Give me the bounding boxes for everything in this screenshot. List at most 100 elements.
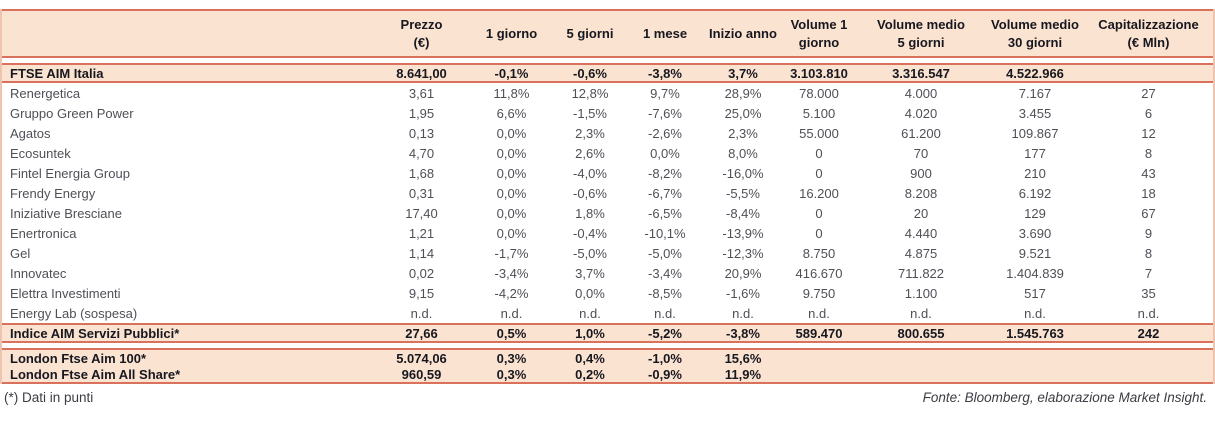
- row-name: Energy Lab (sospesa): [10, 305, 138, 321]
- row-cell-volume-medio-5-giorni: 800.655: [897, 325, 945, 341]
- row-cell-prezzo: 3,61: [408, 85, 435, 101]
- row-cell-volume-medio-30-giorni: 517: [1024, 285, 1046, 301]
- row-cell-volume-1-giorno: 8.750: [802, 245, 836, 261]
- row-cell-volume-medio-5-giorni: 70: [913, 145, 929, 161]
- row-cell-prezzo: 960,59: [401, 366, 442, 382]
- row-cell-volume-1-giorno: 9.750: [802, 285, 836, 301]
- row-cell-1-giorno: -1,7%: [494, 245, 529, 261]
- row-cell-5-giorni: 12,8%: [571, 85, 609, 101]
- row-cell-5-giorni: -0,6%: [573, 65, 607, 81]
- column-header-5-giorni: 5 giorni: [566, 25, 614, 41]
- row-cell-5-giorni: 0,4%: [575, 350, 605, 366]
- row-name: London Ftse Aim 100*: [10, 350, 147, 366]
- row-cell-volume-medio-5-giorni: 711.822: [897, 265, 945, 281]
- row-cell-1-giorno: 6,6%: [496, 105, 527, 121]
- section-stocks: Renergetica 3,61 11,8% 12,8% 9,7% 28,9% …: [2, 83, 1213, 323]
- row-cell-5-giorni: 2,3%: [575, 125, 605, 141]
- row-cell-inizio-anno: 15,6%: [724, 350, 762, 366]
- row-cell-volume-1-giorno: 3.103.810: [790, 65, 848, 81]
- row-cell-1-mese: -3,8%: [648, 65, 682, 81]
- row-name: Innovatec: [10, 265, 67, 281]
- financial-table: Prezzo (€) 1 giorno 5 giorni 1 mese Iniz…: [0, 9, 1215, 384]
- table-footer: (*) Dati in punti Fonte: Bloomberg, elab…: [0, 384, 1215, 405]
- row-cell-volume-1-giorno: 589.470: [795, 325, 843, 341]
- table-row: Enertronica 1,21 0,0% -0,4% -10,1% -13,9…: [2, 223, 1213, 243]
- row-cell-inizio-anno: 28,9%: [724, 85, 762, 101]
- table-row: Elettra Investimenti 9,15 -4,2% 0,0% -8,…: [2, 283, 1213, 303]
- row-cell-1-giorno: -4,2%: [494, 285, 529, 301]
- row-cell-volume-medio-30-giorni: 6.192: [1018, 185, 1052, 201]
- row-name: Frendy Energy: [10, 185, 96, 201]
- row-cell-volume-medio-30-giorni: 177: [1024, 145, 1046, 161]
- row-cell-1-mese: -5,2%: [648, 325, 682, 341]
- column-header-1-giorno: 1 giorno: [485, 25, 538, 41]
- row-cell-1-giorno: -0,1%: [494, 65, 529, 81]
- row-cell-1-giorno: 0,3%: [496, 350, 527, 366]
- row-cell-prezzo: 5.074,06: [396, 350, 447, 366]
- row-cell-volume-1-giorno: 16.200: [799, 185, 839, 201]
- section-indice-aim-servizi-pubblici: Indice AIM Servizi Pubblici* 27,66 0,5% …: [2, 323, 1213, 343]
- row-cell-5-giorni: -5,0%: [573, 245, 607, 261]
- row-cell-volume-medio-5-giorni: 4.440: [904, 225, 938, 241]
- row-cell-5-giorni: 0,2%: [575, 366, 605, 382]
- row-cell-1-giorno: 0,0%: [496, 165, 527, 181]
- row-name: Gruppo Green Power: [10, 105, 134, 121]
- row-cell-inizio-anno: -13,9%: [722, 225, 764, 241]
- section-gap: [2, 58, 1213, 63]
- row-cell-1-mese: -8,2%: [648, 165, 682, 181]
- column-header-inizio-anno: Inizio anno: [709, 25, 777, 41]
- row-cell-volume-1-giorno: 78.000: [799, 85, 839, 101]
- footnote: (*) Dati in punti: [4, 390, 94, 405]
- row-cell-5-giorni: 1,8%: [575, 205, 605, 221]
- table-row: Frendy Energy 0,31 0,0% -0,6% -6,7% -5,5…: [2, 183, 1213, 203]
- row-cell-1-mese: -6,5%: [648, 205, 682, 221]
- row-cell-capitalizzazione: 67: [1141, 205, 1156, 221]
- row-cell-prezzo: 4,70: [408, 145, 435, 161]
- row-name: Elettra Investimenti: [10, 285, 121, 301]
- row-cell-1-giorno: n.d.: [500, 305, 523, 321]
- row-cell-1-mese: -7,6%: [648, 105, 682, 121]
- row-cell-capitalizzazione: 9: [1144, 225, 1153, 241]
- row-cell-volume-medio-5-giorni: 8.208: [904, 185, 938, 201]
- column-header-capitalizzazione: Capitalizzazione (€ Mln): [1098, 16, 1199, 50]
- row-cell-volume-1-giorno: 416.670: [795, 265, 843, 281]
- row-cell-5-giorni: n.d.: [579, 305, 601, 321]
- row-cell-volume-medio-30-giorni: 1.404.839: [1006, 265, 1064, 281]
- row-cell-inizio-anno: n.d.: [732, 305, 754, 321]
- row-cell-prezzo: 17,40: [405, 205, 438, 221]
- row-cell-capitalizzazione: 8: [1144, 245, 1153, 261]
- row-cell-volume-1-giorno: 0: [815, 165, 823, 181]
- row-cell-volume-medio-5-giorni: 61.200: [901, 125, 941, 141]
- table-row: Indice AIM Servizi Pubblici* 27,66 0,5% …: [2, 325, 1213, 341]
- table-row: Energy Lab (sospesa) n.d. n.d. n.d. n.d.…: [2, 303, 1213, 323]
- row-name: Enertronica: [10, 225, 77, 241]
- row-cell-volume-medio-30-giorni: n.d.: [1024, 305, 1046, 321]
- row-cell-5-giorni: 2,6%: [575, 145, 605, 161]
- row-cell-1-mese: n.d.: [654, 305, 676, 321]
- row-cell-capitalizzazione: 27: [1141, 85, 1156, 101]
- row-cell-inizio-anno: 25,0%: [724, 105, 762, 121]
- row-cell-1-mese: -3,4%: [648, 265, 682, 281]
- row-cell-volume-medio-30-giorni: 7.167: [1018, 85, 1052, 101]
- row-cell-1-giorno: 0,0%: [496, 225, 527, 241]
- row-cell-1-giorno: 0,0%: [496, 125, 527, 141]
- row-cell-inizio-anno: -16,0%: [722, 165, 764, 181]
- row-cell-1-giorno: 0,0%: [496, 205, 527, 221]
- column-header-volume-medio-30-giorni: Volume medio 30 giorni: [991, 16, 1079, 50]
- row-cell-1-giorno: 0,3%: [496, 366, 527, 382]
- row-cell-1-giorno: 0,0%: [496, 185, 527, 201]
- row-cell-inizio-anno: 20,9%: [724, 265, 762, 281]
- column-header-volume-1-giorno: Volume 1 giorno: [790, 16, 848, 50]
- column-header-1-mese: 1 mese: [642, 25, 688, 41]
- row-cell-1-mese: -2,6%: [648, 125, 682, 141]
- row-cell-volume-medio-5-giorni: 4.000: [904, 85, 938, 101]
- row-cell-1-giorno: 0,5%: [496, 325, 527, 341]
- row-cell-volume-medio-5-giorni: 20: [913, 205, 929, 221]
- row-cell-5-giorni: 3,7%: [575, 265, 605, 281]
- row-cell-capitalizzazione: 242: [1137, 325, 1160, 341]
- row-cell-volume-1-giorno: n.d.: [808, 305, 830, 321]
- row-cell-volume-medio-30-giorni: 210: [1024, 165, 1046, 181]
- source-attribution: Fonte: Bloomberg, elaborazione Market In…: [922, 390, 1207, 405]
- row-cell-inizio-anno: 3,7%: [728, 65, 758, 81]
- row-cell-capitalizzazione: 7: [1144, 265, 1153, 281]
